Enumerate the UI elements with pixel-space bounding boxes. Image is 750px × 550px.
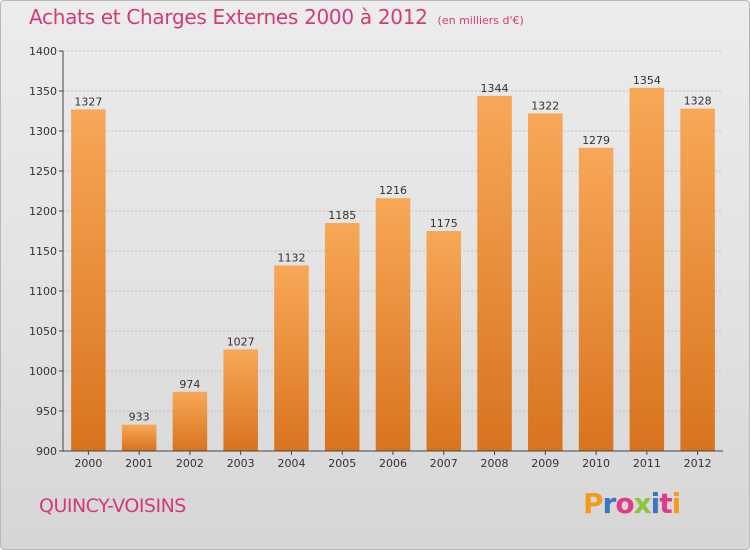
x-tick-label-2011: 2011	[633, 457, 661, 470]
x-tick-label-2007: 2007	[430, 457, 458, 470]
chart-unit: (en milliers d'€)	[437, 14, 524, 27]
value-label-2006: 1216	[379, 184, 407, 197]
proxiti-logo: Proxiti	[583, 487, 682, 520]
logo-letter: t	[659, 487, 672, 520]
y-tick-label: 1150	[29, 245, 57, 258]
y-tick-label: 1350	[29, 85, 57, 98]
value-label-2007: 1175	[430, 217, 458, 230]
x-tick-label-2004: 2004	[277, 457, 305, 470]
value-label-2009: 1322	[531, 99, 559, 112]
chart-title-text: Achats et Charges Externes 2000 à 2012	[29, 5, 428, 29]
x-tick-label-2006: 2006	[379, 457, 407, 470]
value-label-2012: 1328	[684, 95, 712, 108]
value-label-2010: 1279	[582, 134, 610, 147]
x-tick-label-2005: 2005	[328, 457, 356, 470]
bar-2002	[172, 391, 208, 451]
bar-2012	[680, 108, 715, 451]
y-tick-label: 900	[36, 445, 57, 458]
bar-2006	[375, 198, 411, 451]
bar-2005	[324, 223, 360, 451]
x-tick-label-2012: 2012	[684, 457, 712, 470]
bar-2008	[477, 95, 512, 452]
y-tick-label: 950	[36, 405, 57, 418]
logo-letter: i	[671, 487, 682, 520]
value-label-2001: 933	[129, 411, 150, 424]
logo-letter: P	[583, 487, 604, 520]
bar-2003	[223, 349, 258, 451]
data-labels: 1327 933 974 1027 1132 1185 1216 1175 1344 1322 12…	[74, 74, 711, 424]
value-label-2002: 974	[179, 378, 200, 391]
y-tick-label: 1300	[29, 125, 57, 138]
value-label-2008: 1344	[481, 82, 509, 95]
bar-2000	[71, 109, 106, 452]
x-tick-label-2000: 2000	[74, 457, 102, 470]
value-label-2000: 1327	[74, 95, 102, 108]
bar-2011	[629, 87, 665, 452]
bar-2007	[426, 231, 462, 451]
y-tick-label: 1400	[29, 45, 57, 58]
x-tick-label-2009: 2009	[531, 457, 559, 470]
x-tick-label-2008: 2008	[481, 457, 509, 470]
value-label-2004: 1132	[277, 251, 305, 264]
x-tick-label-2003: 2003	[227, 457, 255, 470]
bars	[71, 87, 715, 452]
bar-2009	[528, 113, 563, 452]
value-label-2011: 1354	[633, 74, 661, 87]
value-label-2005: 1185	[328, 209, 356, 222]
logo-letter: i	[650, 487, 661, 520]
logo-letter: r	[602, 487, 617, 520]
axes: 900 950 1000 1050 1100 1150 1200 1250 1300 1350 14…	[29, 45, 723, 470]
logo-letter: o	[615, 487, 634, 520]
x-tick-label-2001: 2001	[125, 457, 153, 470]
commune-name: QUINCY-VOISINS	[39, 495, 186, 517]
x-tick-label-2010: 2010	[582, 457, 610, 470]
x-tick-label-2002: 2002	[176, 457, 204, 470]
y-tick-label: 1050	[29, 325, 57, 338]
bar-2004	[274, 265, 309, 451]
bar-2001	[121, 424, 157, 451]
y-tick-label: 1000	[29, 365, 57, 378]
value-label-2003: 1027	[227, 335, 255, 348]
y-tick-label: 1250	[29, 165, 57, 178]
y-tick-label: 1100	[29, 285, 57, 298]
logo-letter: x	[633, 487, 652, 520]
chart-title: Achats et Charges Externes 2000 à 2012 (e…	[29, 5, 524, 29]
bar-2010	[578, 147, 614, 452]
y-tick-label: 1200	[29, 205, 57, 218]
